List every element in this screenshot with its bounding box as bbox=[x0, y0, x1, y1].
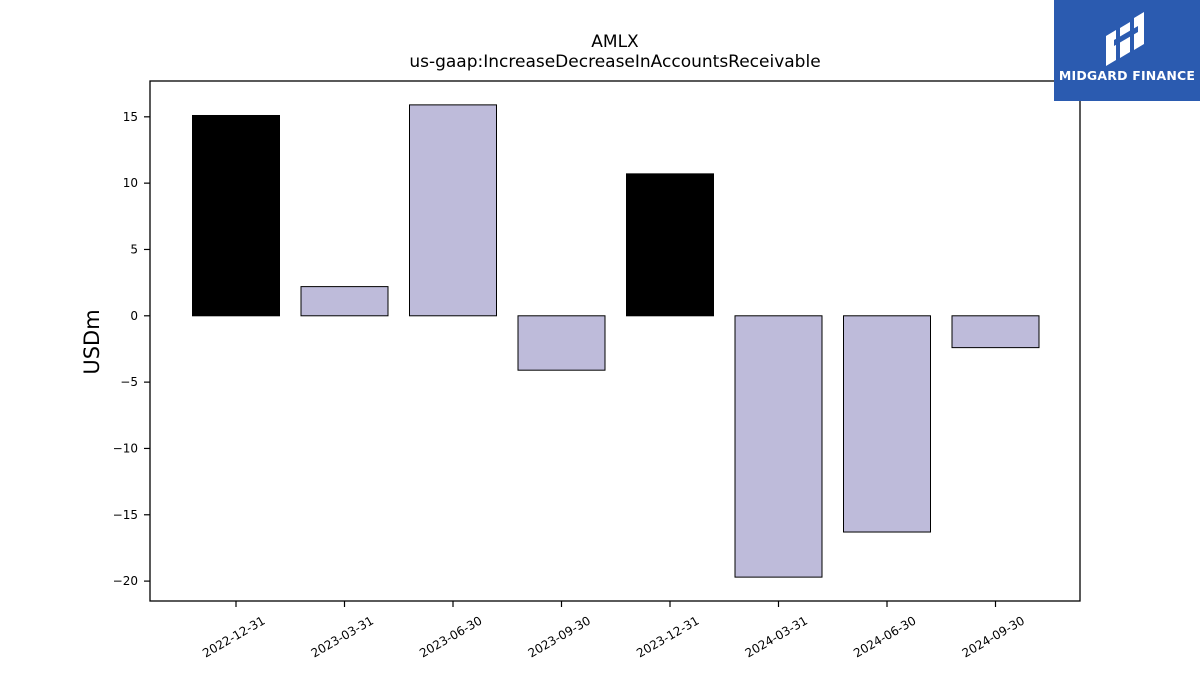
y-tick-label: −10 bbox=[113, 441, 138, 455]
y-tick-label: 5 bbox=[130, 242, 138, 256]
bar-2023-09-30 bbox=[517, 315, 606, 371]
chart-subtitle: us-gaap:IncreaseDecreaseInAccountsReceiv… bbox=[409, 52, 821, 72]
brand-logo: MIDGARD FINANCE bbox=[1054, 0, 1200, 101]
y-tick-label: −20 bbox=[113, 574, 138, 588]
x-tick-label: 2022-12-31 bbox=[200, 613, 267, 660]
y-tick-label: −15 bbox=[113, 508, 138, 522]
y-tick-label: 10 bbox=[123, 176, 138, 190]
x-tick-label: 2023-03-31 bbox=[309, 613, 376, 660]
bar-2023-06-30 bbox=[409, 104, 497, 317]
y-tick-label: 15 bbox=[123, 110, 138, 124]
bar-2024-03-31 bbox=[734, 315, 823, 578]
midgard-logo-icon bbox=[1106, 12, 1144, 66]
bar-2023-03-31 bbox=[300, 286, 389, 317]
x-tick-label: 2023-06-30 bbox=[417, 613, 484, 660]
bar-2022-12-31 bbox=[192, 114, 280, 317]
x-tick-label: 2024-09-30 bbox=[960, 613, 1027, 660]
x-tick-label: 2024-03-31 bbox=[743, 613, 810, 660]
bar-2024-06-30 bbox=[843, 315, 931, 533]
y-tick-label: −5 bbox=[120, 375, 138, 389]
x-tick-label: 2023-12-31 bbox=[634, 613, 701, 660]
brand-name: MIDGARD FINANCE bbox=[1058, 68, 1196, 83]
bars-group bbox=[192, 104, 1040, 578]
bar-2023-12-31 bbox=[626, 173, 714, 317]
plot-frame bbox=[149, 80, 1081, 602]
bar-2024-09-30 bbox=[951, 315, 1040, 349]
x-tick-label: 2023-09-30 bbox=[526, 613, 593, 660]
x-tick-label: 2024-06-30 bbox=[851, 613, 918, 660]
y-tick-label: 0 bbox=[130, 309, 138, 323]
chart-title: AMLX bbox=[591, 32, 639, 52]
